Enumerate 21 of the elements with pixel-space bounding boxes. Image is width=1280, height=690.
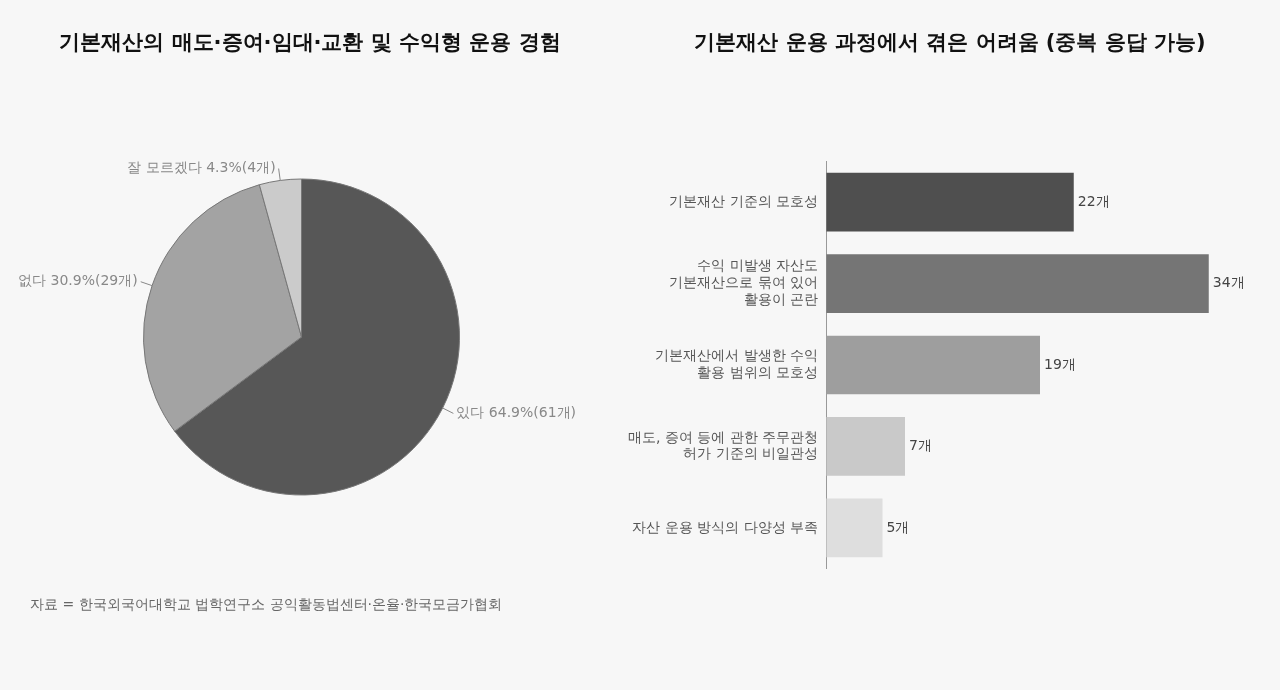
slice-label: 없다 30.9%(29개) <box>18 272 138 289</box>
y-tick-label: 매도, 증여 등에 관한 주무관청 허가 기준의 비일관성 <box>627 428 819 462</box>
bar <box>826 417 905 476</box>
text: 자료 = 한국외국어대학교 법학연구소 공익활동법센터·온율·한국모금가협회 <box>30 596 503 614</box>
y-tick-label: 자산 운용 방식의 다양성 부족 <box>632 518 819 535</box>
data-label: 22개 <box>1077 192 1110 209</box>
y-tick-label: 기본재산 기준의 모호성 <box>669 192 819 209</box>
data-label: 5개 <box>886 518 910 535</box>
slice-label: 잘 모르겠다 4.3%(4개) <box>127 159 276 176</box>
data-label: 34개 <box>1212 274 1245 291</box>
chart-title: 기본재산의 매도·증여·임대·교환 및 수익형 운용 경험 <box>58 29 562 56</box>
bar <box>826 172 1074 232</box>
chart-title: 기본재산 운용 과정에서 겪은 어려움 (중복 응답 가능) <box>693 29 1207 56</box>
slice-label: 있다 64.9%(61개) <box>456 404 577 421</box>
data-label: 7개 <box>909 437 932 454</box>
y-tick-label: 수익 미발생 자산도 기본재산으로 묶여 있어 활용이 곤란 <box>669 257 819 307</box>
bar <box>826 254 1209 313</box>
bar <box>826 498 883 558</box>
bar <box>826 335 1040 395</box>
data-label: 19개 <box>1044 355 1076 372</box>
y-tick-label: 기본재산에서 발생한 수익 활용 범위의 모호성 <box>655 347 819 381</box>
